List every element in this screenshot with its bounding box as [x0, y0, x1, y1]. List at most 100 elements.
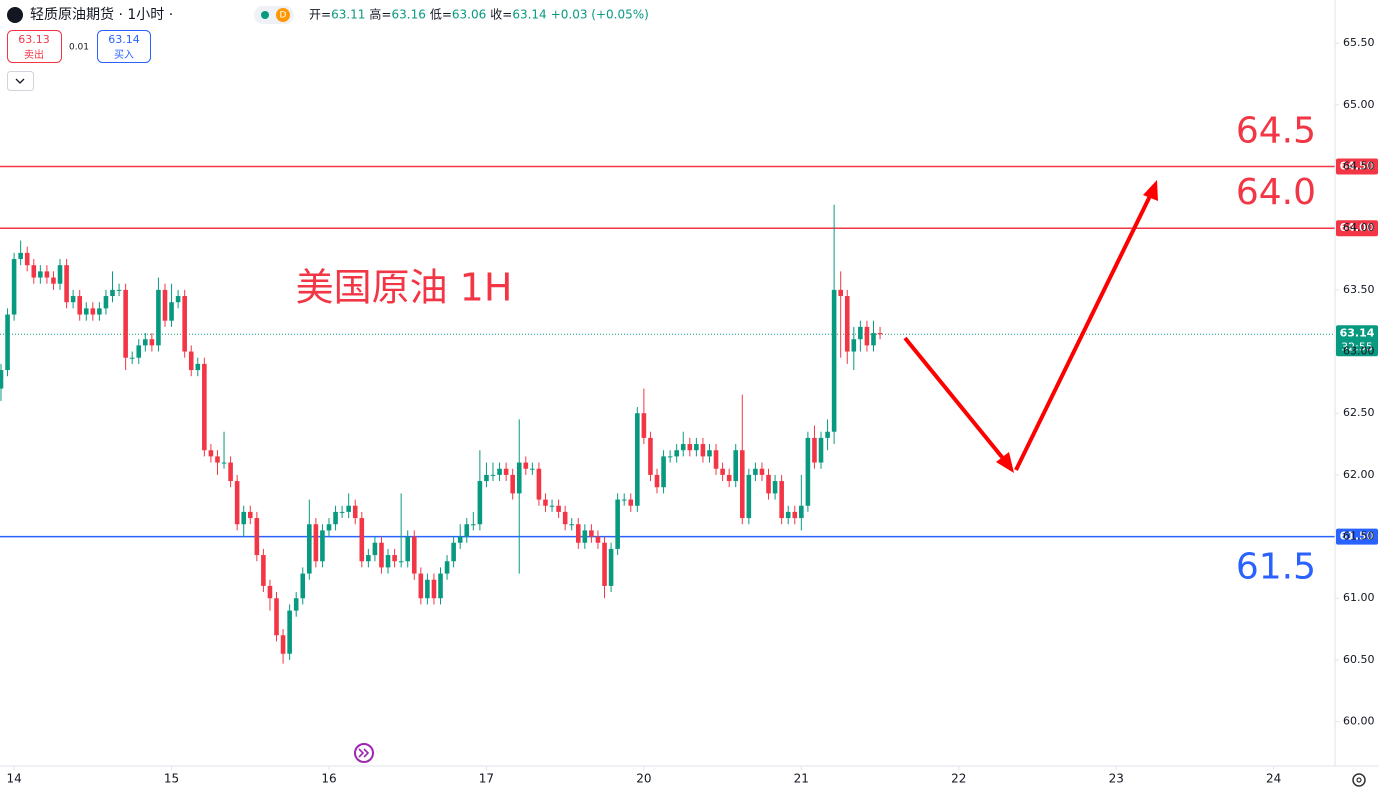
candle-body — [759, 468, 765, 475]
price-label: 64.50 — [1340, 160, 1375, 173]
x-tick-label: 24 — [1266, 772, 1281, 786]
ohlc-label: 收= — [490, 8, 512, 22]
candle-body — [307, 524, 312, 574]
candle-body — [654, 474, 660, 488]
price-label: 61.50 — [1340, 530, 1375, 543]
candle-body — [667, 456, 673, 458]
candle-body — [38, 271, 43, 278]
candle-body — [556, 505, 561, 512]
ohlc-label: 开= — [309, 8, 331, 22]
buy-label: 买入 — [114, 49, 134, 61]
candle-body — [772, 481, 778, 494]
x-tick-label: 14 — [6, 772, 21, 786]
candle-body — [116, 289, 122, 291]
candle-body — [202, 363, 207, 451]
candle-body — [615, 499, 620, 549]
candle-body — [707, 450, 712, 457]
x-tick-label: 20 — [636, 772, 651, 786]
candle-body — [247, 511, 253, 519]
candle-body — [339, 511, 345, 513]
sell-button[interactable]: 63.13 卖出 — [7, 30, 62, 63]
candle-body — [379, 542, 384, 568]
candle-body — [812, 437, 817, 463]
candle-body — [648, 437, 653, 475]
candle-body — [661, 456, 666, 488]
y-tick-label: 65.50 — [1343, 36, 1375, 49]
candle-body — [51, 277, 56, 284]
candle-body — [333, 511, 338, 525]
candle-body — [818, 437, 824, 463]
ohlc-header: 开= 63.11 高= 63.16 低= 63.06 收= 63.14 +0.03 (+0.05… — [309, 7, 649, 22]
candle-body — [385, 555, 391, 568]
candle-body — [831, 289, 837, 432]
candle-body — [215, 456, 220, 463]
y-tick-label: 64.50 — [1343, 160, 1375, 173]
symbol-title: 轻质原油期货 · 1小时 · — [30, 6, 173, 23]
candle-body — [366, 555, 371, 562]
candle-body — [720, 468, 725, 475]
status-dot — [261, 11, 269, 19]
watermark: 美国原油 1H — [296, 266, 513, 310]
candle-body — [11, 259, 17, 315]
candle-body — [530, 468, 535, 470]
candle-body — [359, 518, 365, 562]
candle-body — [326, 524, 332, 531]
candle-body — [300, 573, 306, 599]
replay-icon[interactable] — [354, 743, 374, 763]
sell-label: 卖出 — [24, 48, 44, 61]
x-tick-label: 17 — [479, 772, 494, 786]
candle-body — [77, 296, 83, 315]
buy-price: 63.14 — [108, 33, 140, 46]
candle-body — [70, 296, 76, 303]
candle-body — [641, 413, 647, 438]
candle-body — [471, 524, 476, 526]
settings-icon[interactable] — [1352, 773, 1366, 787]
candle-body — [425, 579, 430, 599]
candle-body — [129, 357, 135, 359]
candle-body — [785, 511, 791, 519]
candle-body — [516, 462, 522, 494]
candle-body — [136, 345, 142, 358]
x-tick-label: 22 — [951, 772, 966, 786]
candle-body — [195, 363, 201, 371]
candle-body — [143, 339, 148, 346]
candle-body — [490, 474, 496, 476]
ohlc-value: 63.14 — [512, 8, 546, 22]
candle-body — [162, 289, 168, 321]
candle-body — [549, 505, 555, 507]
candle-body — [169, 302, 174, 321]
y-tick-label: 60.00 — [1343, 715, 1375, 728]
candle-body — [90, 308, 96, 315]
candle-body — [635, 413, 640, 506]
candle-body — [31, 265, 37, 278]
spread: 0.01 — [69, 43, 89, 53]
candle-body — [438, 573, 443, 599]
x-tick-label: 15 — [164, 772, 179, 786]
candle-body — [234, 481, 240, 525]
candle-body — [83, 308, 89, 315]
candle-body — [621, 499, 627, 501]
candle-body — [405, 536, 411, 562]
candle-body — [628, 499, 634, 506]
x-tick-label: 21 — [794, 772, 809, 786]
candle-body — [274, 598, 279, 636]
candle-body — [543, 499, 548, 506]
candle-body — [713, 450, 719, 469]
candle-body — [582, 530, 588, 543]
candle-body — [680, 444, 686, 451]
candle-body — [64, 265, 69, 303]
y-tick-label: 65.00 — [1343, 98, 1375, 111]
candle-body — [451, 542, 456, 562]
candle-body — [293, 598, 299, 611]
candle-body — [57, 265, 63, 284]
candle-body — [175, 296, 181, 303]
candle-body — [694, 444, 699, 451]
countdown: 32:55 — [1341, 340, 1373, 353]
candle-body — [864, 326, 870, 346]
candle-body — [523, 462, 529, 469]
collapse-button[interactable] — [7, 71, 34, 91]
buy-button[interactable]: 63.14 买入 — [97, 30, 151, 63]
y-tick-label: 62.00 — [1343, 468, 1375, 481]
candle-body — [484, 474, 489, 482]
